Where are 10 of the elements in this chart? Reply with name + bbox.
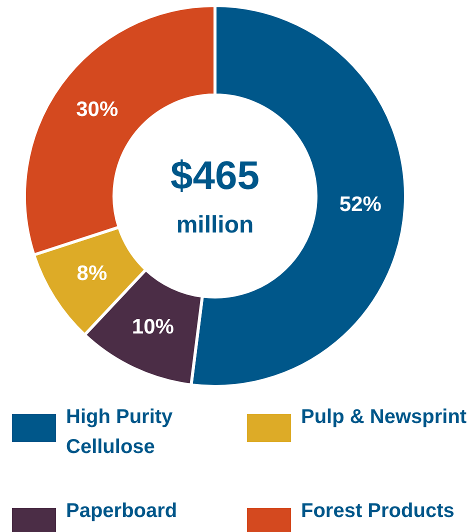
data-label: 8% [76, 262, 108, 285]
legend-label: High Purity Cellulose [66, 405, 174, 460]
data-label: 10% [132, 316, 174, 339]
data-label: 52% [339, 192, 382, 216]
legend-label: Forest Products [301, 499, 454, 524]
data-label: 30% [76, 98, 118, 122]
legend-label: Paperboard [66, 499, 178, 524]
legend-label: Pulp & Newsprint [301, 405, 467, 430]
text: million [176, 212, 254, 239]
text: $465 [170, 154, 260, 198]
